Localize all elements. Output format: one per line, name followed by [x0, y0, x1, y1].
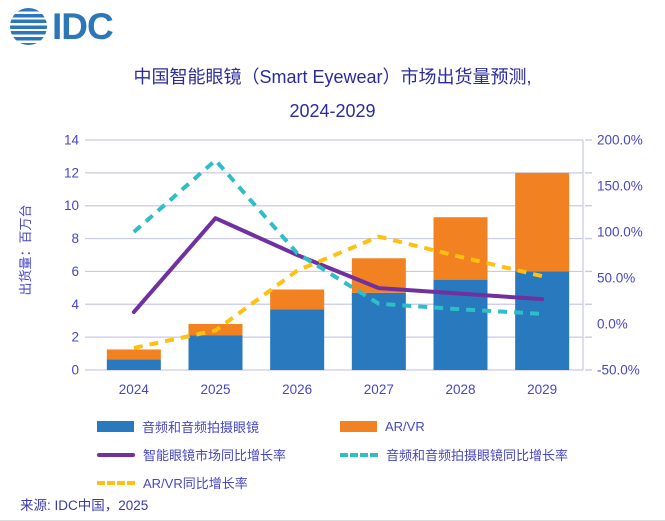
idc-logo: IDC: [10, 6, 114, 47]
legend-label: 智能眼镜市场同比增长率: [143, 448, 287, 463]
audio-growth-line: [132, 158, 543, 316]
legend-item-audio-growth: 音频和音频拍摄眼镜同比增长率: [340, 445, 568, 464]
left-axis-tick-label: 2: [71, 330, 79, 345]
legend-item-market-growth: 智能眼镜市场同比增长率: [97, 445, 340, 464]
legend-label: 音频和音频拍摄眼镜同比增长率: [386, 448, 569, 463]
x-axis-label: 2028: [445, 382, 475, 397]
bar-arvr: [515, 172, 570, 272]
idc-logo-text: IDC: [52, 6, 114, 47]
y-axis-title: 出货量：百万台: [18, 204, 33, 295]
right-axis-tick-label: 100.0%: [597, 225, 643, 240]
legend-item-arvr: AR/VR: [340, 417, 568, 436]
x-axis-label: 2026: [282, 382, 312, 397]
bar-audio-glasses: [188, 335, 243, 370]
x-axis-label: 2025: [200, 382, 230, 397]
legend-label: AR/VR同比增长率: [143, 476, 248, 491]
x-axis-label: 2027: [364, 382, 394, 397]
left-axis-tick-label: 6: [71, 264, 79, 279]
purple-line-swatch-icon: [97, 452, 135, 457]
bar-audio-glasses: [270, 309, 325, 370]
left-axis-tick-label: 12: [64, 165, 79, 180]
chart-title-line2: 2024-2029: [289, 101, 376, 121]
right-axis-tick-label: -50.0%: [597, 363, 640, 378]
x-axis-label: 2029: [527, 382, 557, 397]
chart-title: 中国智能眼镜（Smart Eyewear）市场出货量预测, 2024-2029: [0, 60, 665, 128]
chart-title-line1: 中国智能眼镜（Smart Eyewear）市场出货量预测,: [133, 67, 532, 87]
legend-label: 音频和音频拍摄眼镜: [142, 420, 260, 435]
blue-bar-swatch-icon: [97, 421, 134, 432]
bar-audio-glasses: [106, 359, 161, 370]
bar-arvr: [106, 349, 161, 360]
x-axis-label: 2024: [119, 382, 150, 397]
chart-svg: 0 2 4 6 8 10 12 14 200.0% 150.0% 100.0% 50.0% 0.0% -5…: [18, 133, 643, 398]
left-axis-tick-label: 8: [71, 231, 79, 246]
right-axis-tick-label: 150.0%: [597, 179, 643, 194]
right-axis-tick-label: 0.0%: [597, 317, 628, 332]
arvr-growth-line: [133, 234, 543, 350]
source-note: 来源: IDC中国，2025: [20, 498, 149, 513]
left-axis-tick-label: 0: [71, 363, 79, 378]
teal-dashed-line-swatch-icon: [340, 452, 378, 457]
bar-audio-glasses: [515, 271, 570, 370]
right-axis-tick-label: 200.0%: [597, 133, 643, 148]
market-growth-line: [131, 216, 545, 315]
right-axis-tick-label: 50.0%: [597, 271, 635, 286]
bar-arvr: [433, 217, 488, 280]
legend-item-audio-glasses: 音频和音频拍摄眼镜: [97, 417, 340, 436]
idc-globe-icon: [10, 8, 47, 45]
left-axis-tick-label: 4: [71, 297, 79, 312]
orange-bar-swatch-icon: [340, 421, 377, 432]
yellow-dashed-line-swatch-icon: [97, 480, 135, 485]
left-axis-tick-label: 10: [64, 198, 79, 213]
chart-legend: 音频和音频拍摄眼镜 AR/VR 智能眼镜市场同比增长率 音频和音频拍摄眼镜同比增…: [97, 417, 568, 492]
left-axis-tick-label: 14: [64, 133, 80, 148]
legend-item-arvr-growth: AR/VR同比增长率: [97, 473, 340, 492]
bar-arvr: [270, 289, 325, 310]
legend-label: AR/VR: [385, 419, 425, 434]
